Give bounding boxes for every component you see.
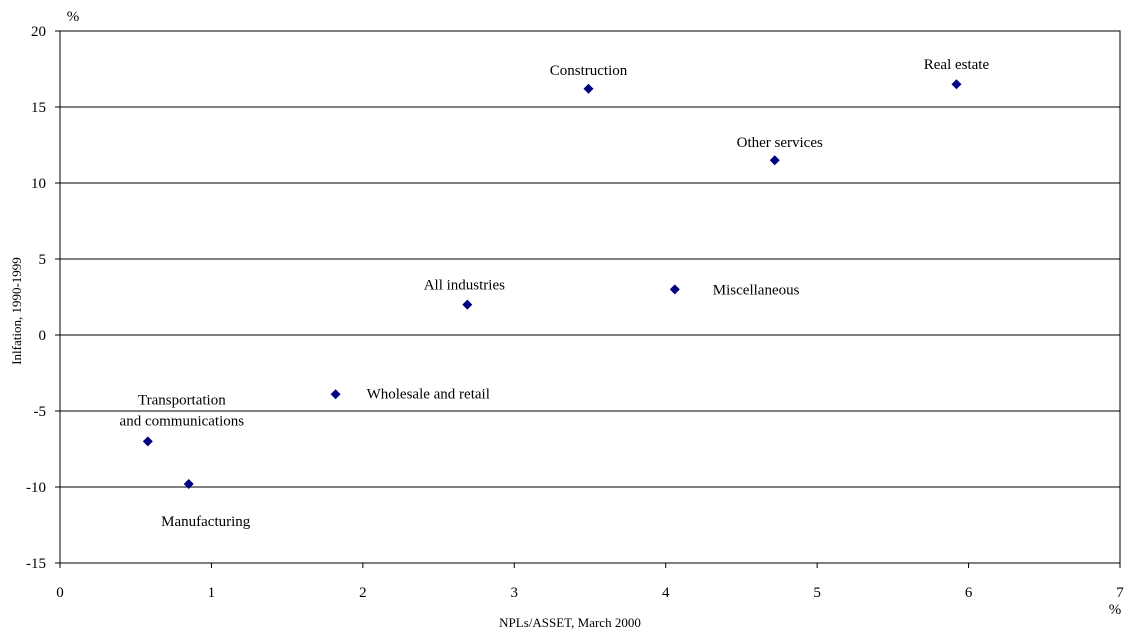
point-label-5: Wholesale and retail (367, 386, 490, 402)
data-point-5 (330, 389, 341, 400)
point-labels: Construction Real estate Other services All… (120, 57, 990, 530)
data-point-2 (769, 155, 780, 166)
y-tick-label-0: -15 (26, 556, 46, 572)
x-tick-label-7: 7 (1116, 585, 1124, 601)
point-label-7: Manufacturing (161, 514, 251, 530)
data-point-6 (142, 436, 153, 447)
point-label-2: Other services (737, 135, 823, 151)
y-tick-label-2: -5 (34, 404, 47, 420)
point-label-1: Real estate (924, 57, 990, 73)
data-point-3 (462, 299, 473, 310)
y-tick-label-5: 10 (31, 176, 46, 192)
x-tick-label-5: 5 (813, 585, 821, 601)
gridlines (60, 30, 1120, 564)
point-label-3: All industries (424, 278, 505, 294)
y-tick-label-4: 5 (39, 252, 47, 268)
x-tick-label-2: 2 (359, 585, 367, 601)
x-tick-label-6: 6 (965, 585, 973, 601)
y-tick-label-7: 20 (31, 24, 46, 40)
y-tick-label-3: 0 (39, 328, 47, 344)
x-tick-label-4: 4 (662, 585, 670, 601)
data-point-1 (951, 79, 962, 90)
y-axis-unit: % (67, 9, 80, 25)
point-label-4: Miscellaneous (713, 282, 800, 298)
point-label-6: Transportation and communications (120, 392, 245, 429)
x-axis-ticks: 0 1 2 3 4 5 6 7 (56, 563, 1124, 601)
data-point-4 (669, 284, 680, 295)
y-axis-title: Inlfation, 1990-1999 (9, 257, 24, 365)
y-axis-ticks: -15 -10 -5 0 5 10 15 20 (26, 24, 60, 572)
x-tick-label-3: 3 (511, 585, 519, 601)
data-point-7 (183, 478, 194, 489)
x-axis-unit: % (1109, 602, 1122, 618)
y-tick-label-1: -10 (26, 480, 46, 496)
y-tick-label-6: 15 (31, 100, 46, 116)
data-point-0 (583, 83, 594, 94)
data-points (142, 79, 962, 489)
x-axis-title: NPLs/ASSET, March 2000 (499, 615, 641, 630)
x-tick-label-0: 0 (56, 585, 64, 601)
point-label-0: Construction (550, 63, 628, 79)
plot-area (59, 30, 1121, 564)
x-tick-label-1: 1 (208, 585, 216, 601)
